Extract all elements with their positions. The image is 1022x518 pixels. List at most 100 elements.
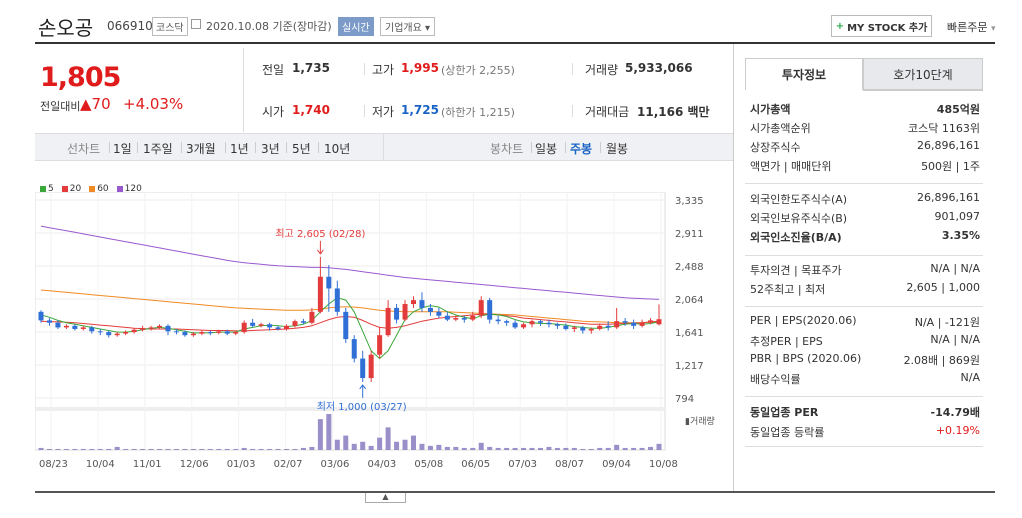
legend-ma20: 20 [61, 184, 81, 194]
volume-bar [309, 446, 315, 450]
volume-bar [258, 448, 264, 450]
candle-body [385, 307, 391, 336]
candle-body [216, 331, 222, 333]
prev-close-label: 전일 [262, 63, 285, 77]
candle-body [55, 322, 61, 328]
candle-body [427, 307, 433, 312]
legend-ma120: 120 [116, 184, 142, 194]
volume-bar [284, 448, 290, 450]
volume-bar [554, 447, 560, 450]
quick-order-dropdown[interactable]: 빠른주문 ▾ [947, 19, 996, 35]
low-arrow-head [359, 384, 367, 390]
volume-bar [410, 435, 416, 450]
range-3m[interactable]: 3개월 [186, 142, 216, 156]
invest-row: 시가총액순위 코스닥 1163위 [750, 120, 980, 136]
invest-row: 동일업종 등락률 +0.19% [750, 424, 980, 440]
volume-bar [233, 448, 239, 450]
y-tick-label: 1,217 [675, 361, 704, 372]
x-tick-label: 12/06 [180, 459, 209, 470]
collapse-button[interactable]: ▲ [365, 493, 406, 503]
invest-row: 상장주식수 26,896,161 [750, 139, 980, 155]
range-1d[interactable]: 1일 [113, 142, 132, 156]
divider [364, 63, 365, 75]
volume-bar [478, 442, 484, 450]
volume-bar [648, 446, 654, 450]
candle-body [63, 325, 69, 328]
stock-chart[interactable]: 3,335 2,911 2,488 2,064 1,641 1,217 794 08/23 10… [35, 192, 733, 472]
y-tick-label: 2,064 [675, 295, 704, 306]
candle-body [563, 325, 569, 329]
candle-body [588, 328, 594, 331]
candle-body [224, 331, 230, 334]
volume-bar [436, 444, 442, 450]
range-1w[interactable]: 1주일 [143, 142, 173, 156]
volume-bar [537, 447, 543, 450]
upper-limit: (상한가 2,255) [441, 64, 515, 77]
invest-row-label: 액면가 | 매매단위 [750, 160, 832, 173]
volume-bar [106, 448, 112, 450]
range-10y[interactable]: 10년 [324, 142, 351, 156]
divider [318, 142, 319, 153]
my-stock-add-button[interactable]: + MY STOCK 추가 [831, 15, 932, 37]
invest-row-value: 26,896,161 [917, 139, 980, 152]
volume-bar [546, 446, 552, 450]
volume-bar [292, 448, 298, 450]
candle-body [267, 324, 273, 328]
invest-row-value: 26,896,161 [917, 191, 980, 204]
realtime-button[interactable]: 실시간 [338, 17, 374, 36]
legend-ma5: 5 [40, 184, 54, 194]
candle-body [207, 332, 213, 334]
volume-bar [394, 441, 400, 450]
candle-monthly[interactable]: 월봉 [606, 142, 629, 156]
current-price: 1,805 [40, 62, 121, 93]
divider [531, 142, 532, 153]
volume-bar [343, 435, 349, 450]
candle-body [89, 327, 95, 332]
candle-body [512, 322, 518, 328]
y-tick-label: 1,641 [675, 328, 704, 339]
divider [286, 142, 287, 153]
candle-body [46, 320, 52, 323]
invest-row-value: +0.19% [935, 424, 980, 437]
divider [225, 142, 226, 153]
x-tick-label: 06/05 [461, 459, 490, 470]
candle-daily[interactable]: 일봉 [535, 142, 558, 156]
quick-order-label: 빠른주문 [947, 21, 988, 34]
calendar-icon [191, 19, 201, 29]
tab-orderbook[interactable]: 호가10단계 [863, 58, 983, 90]
volume-bar [97, 448, 103, 450]
volume-bar [157, 448, 163, 450]
price-change-value: 70 [91, 95, 111, 113]
volume-bar [207, 448, 213, 450]
range-1y[interactable]: 1년 [230, 142, 249, 156]
candle-body [317, 276, 323, 312]
volume-bar [427, 445, 433, 450]
divider [745, 446, 983, 447]
tab-invest-info[interactable]: 투자정보 [745, 58, 863, 90]
invest-row-value: 2.08배 | 869원 [903, 354, 980, 367]
invest-row-value: 코스닥 1163위 [908, 122, 980, 135]
candle-body [123, 332, 129, 334]
candle-weekly[interactable]: 주봉 [570, 142, 593, 156]
chevron-up-icon: ▲ [382, 492, 389, 501]
range-5y[interactable]: 5년 [292, 142, 311, 156]
invest-row: PBR | BPS (2020.06) 2.08배 | 869원 [750, 352, 980, 368]
volume-bar [639, 447, 645, 450]
volume-bar [123, 448, 129, 450]
candle-body [470, 315, 476, 320]
candle-body [631, 322, 637, 326]
volume-bar [55, 448, 61, 450]
volume-label: ▮거래량 [685, 415, 715, 427]
range-3y[interactable]: 3년 [261, 142, 280, 156]
candle-body [394, 307, 400, 320]
candle-body [419, 300, 425, 308]
invest-row-value: -14.79배 [930, 406, 980, 419]
volume-bar [521, 447, 527, 450]
company-info-dropdown[interactable]: 기업개요 ▾ [380, 17, 436, 36]
volume-bar [46, 448, 52, 450]
volume-value: 5,933,066 [625, 61, 693, 75]
candle-body [571, 327, 577, 329]
invest-row-value: N/A | -121원 [914, 316, 980, 329]
candle-body [106, 332, 112, 336]
volume-bar [351, 443, 357, 450]
